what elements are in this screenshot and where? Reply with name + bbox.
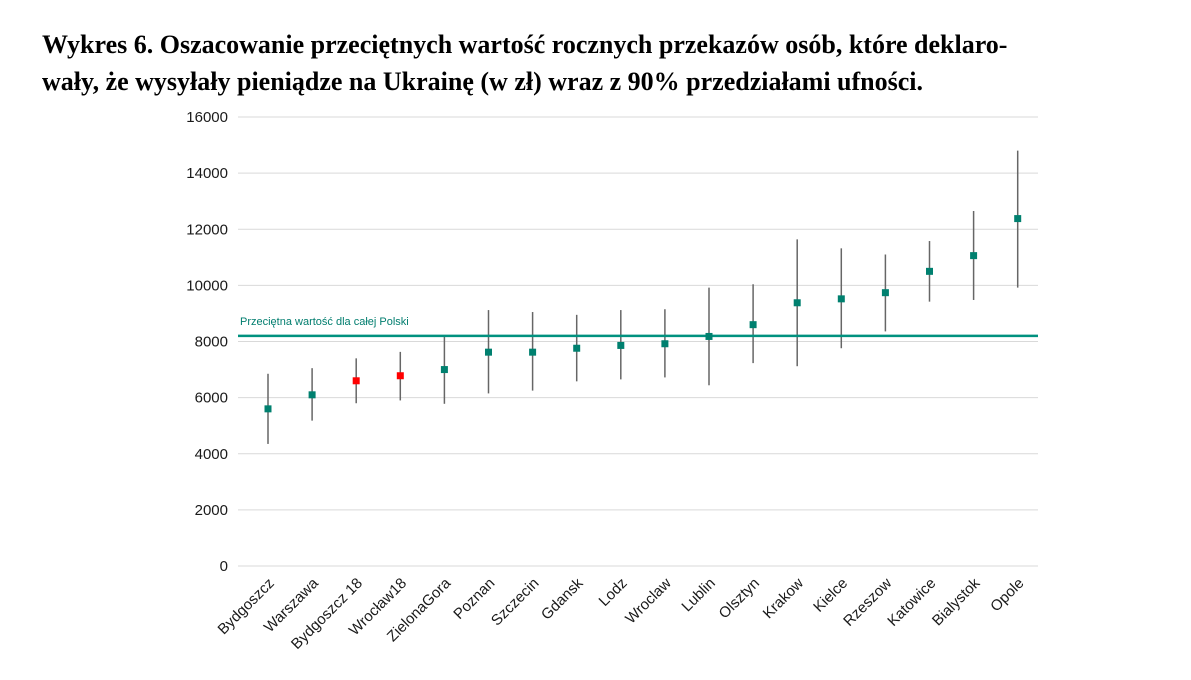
y-tick-label: 4000 xyxy=(195,446,228,463)
chart-title: Wykres 6. Oszacowanie przeciętnych warto… xyxy=(42,26,1162,100)
x-tick-label: Gdansk xyxy=(538,574,587,623)
x-tick-label: Lodz xyxy=(596,575,631,610)
data-point-11 xyxy=(705,332,713,340)
data-point-16 xyxy=(926,267,933,275)
x-tick-label: Olsztyn xyxy=(716,575,763,622)
x-tick-label: Krakow xyxy=(760,575,808,623)
data-point-1 xyxy=(264,405,272,413)
data-point-15 xyxy=(881,289,889,297)
data-point-9 xyxy=(617,341,625,349)
chart-title-line-2: wały, że wysyłały pieniądze na Ukrainę (… xyxy=(42,67,924,96)
average-line-label: Przeciętna wartość dla całej Polski xyxy=(240,316,409,328)
y-tick-label: 0 xyxy=(220,558,228,575)
data-point-3 xyxy=(352,377,360,385)
x-tick-label: Opole xyxy=(987,575,1027,615)
x-tick-label: Katowice xyxy=(884,575,939,630)
y-tick-label: 16000 xyxy=(186,109,228,126)
data-point-5 xyxy=(440,366,448,374)
data-point-6 xyxy=(485,348,492,356)
data-point-2 xyxy=(308,391,316,399)
average-line-group: Przeciętna wartość dla całej Polski xyxy=(238,316,1038,338)
y-axis-ticks: 0 2000 4000 6000 8000 10000 12000 14000 16000 xyxy=(186,109,228,575)
y-tick-label: 10000 xyxy=(186,277,228,294)
chart-title-line-1: Wykres 6. Oszacowanie przeciętnych warto… xyxy=(42,30,1008,59)
x-tick-label: Bialystok xyxy=(929,574,984,629)
y-tick-label: 12000 xyxy=(186,221,228,238)
data-points xyxy=(264,215,1022,413)
data-point-10 xyxy=(661,340,669,348)
data-point-4 xyxy=(396,372,404,380)
x-tick-label: Szczecin xyxy=(488,575,542,629)
data-point-8 xyxy=(573,344,581,352)
error-bars xyxy=(267,150,1019,444)
y-tick-label: 6000 xyxy=(195,390,228,407)
x-tick-label: Kielce xyxy=(810,575,851,616)
x-tick-label: Lublin xyxy=(678,575,718,615)
y-tick-label: 2000 xyxy=(195,502,228,519)
x-tick-label: Wroclaw xyxy=(622,575,675,628)
y-tick-label: 8000 xyxy=(195,334,228,351)
data-point-17 xyxy=(970,252,978,260)
y-tick-label: 14000 xyxy=(186,165,228,182)
data-point-14 xyxy=(837,295,845,303)
data-point-13 xyxy=(793,299,801,307)
data-point-7 xyxy=(529,348,537,356)
gridlines xyxy=(238,116,1038,567)
data-point-18 xyxy=(1014,215,1022,223)
data-point-12 xyxy=(749,321,757,329)
